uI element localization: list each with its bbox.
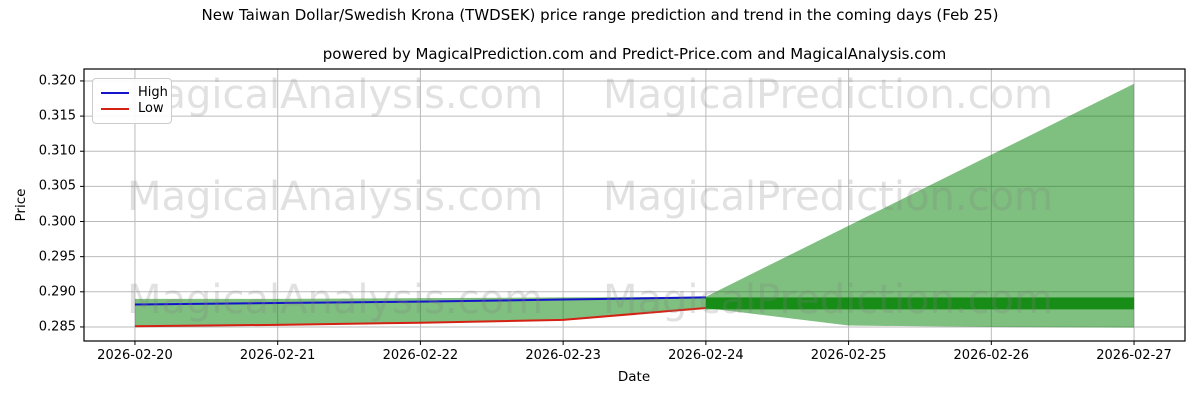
chart-title: New Taiwan Dollar/Swedish Krona (TWDSEK)… [201, 6, 999, 24]
x-tick-label: 2026-02-24 [668, 348, 744, 363]
legend-entry-low: Low [101, 101, 164, 117]
legend-label: High [138, 85, 168, 100]
y-tick-label: 0.300 [38, 214, 76, 230]
x-tick-label: 2026-02-27 [1096, 348, 1172, 363]
y-tick-label: 0.295 [38, 249, 76, 265]
y-tick-label: 0.305 [38, 178, 76, 194]
chart-subtitle: powered by MagicalPrediction.com and Pre… [322, 45, 947, 63]
prediction-range-band [134, 83, 1135, 328]
x-tick-label: 2026-02-26 [953, 348, 1030, 363]
x-tick-label: 2026-02-25 [810, 348, 887, 363]
legend-line-swatch [101, 108, 129, 110]
y-tick-label: 0.320 [38, 73, 76, 89]
x-tick-label: 2026-02-21 [239, 348, 316, 363]
series-line-low [134, 306, 706, 328]
legend-entry-high: High [101, 85, 168, 101]
y-tick-label: 0.310 [38, 143, 76, 159]
x-tick-label: 2026-02-22 [382, 348, 459, 363]
y-tick-label: 0.285 [38, 319, 76, 335]
x-axis-label: Date [617, 369, 651, 385]
y-tick-label: 0.290 [38, 284, 76, 300]
y-tick-label: 0.315 [38, 108, 76, 124]
y-axis-label: Price [13, 188, 29, 222]
x-tick-label: 2026-02-20 [97, 348, 173, 363]
x-tick-label: 2026-02-23 [525, 348, 601, 363]
series-line-high [134, 296, 706, 306]
legend-line-swatch [101, 92, 129, 94]
close-prediction-band [705, 297, 1135, 310]
legend-box: High Low [92, 78, 172, 124]
axes-frame [83, 68, 1186, 342]
legend-label: Low [138, 101, 164, 116]
